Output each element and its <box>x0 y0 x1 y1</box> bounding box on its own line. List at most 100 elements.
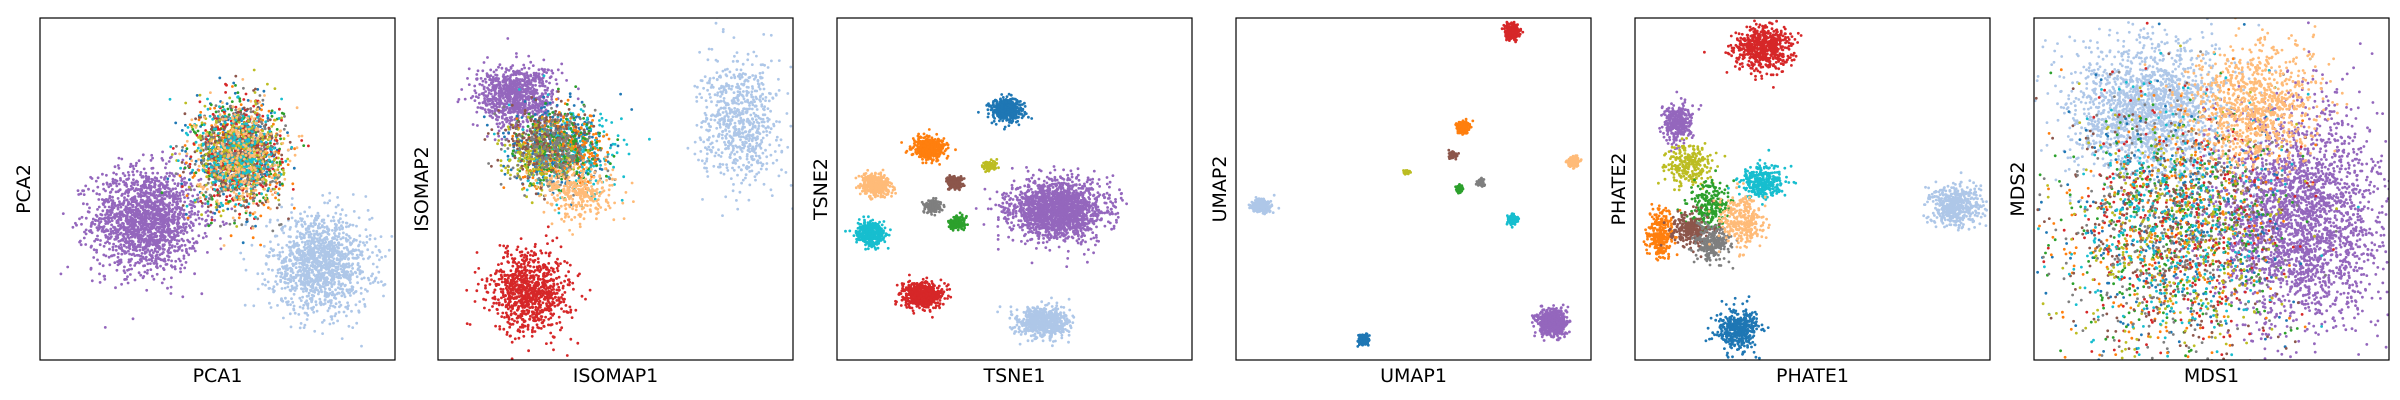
scatter-point <box>204 195 208 199</box>
scatter-point <box>306 280 310 283</box>
scatter-point <box>311 253 315 256</box>
scatter-point <box>278 134 282 138</box>
scatter-point <box>330 254 334 257</box>
scatter-point <box>218 136 222 140</box>
scatter-point <box>94 218 97 222</box>
scatter-point <box>256 115 260 119</box>
scatter-point <box>150 207 154 211</box>
scatter-point <box>104 219 107 223</box>
scatter-point <box>348 288 351 291</box>
scatter-point <box>197 210 200 214</box>
scatter-point <box>302 326 306 329</box>
scatter-point <box>358 234 362 238</box>
scatter-point <box>312 249 316 253</box>
scatter-point <box>259 214 263 218</box>
scatter-point <box>354 303 358 307</box>
scatter-point <box>280 228 284 232</box>
scatter-point <box>159 201 162 205</box>
scatter-point <box>145 186 149 190</box>
scatter-point <box>228 222 232 226</box>
scatter-point <box>350 309 353 313</box>
scatter-point <box>155 272 159 276</box>
scatter-point <box>206 214 210 218</box>
scatter-point <box>139 192 142 196</box>
scatter-point <box>133 248 136 252</box>
scatter-point <box>366 209 370 212</box>
scatter-point <box>133 208 137 212</box>
scatter-point <box>349 294 352 297</box>
scatter-point <box>304 301 307 304</box>
scatter-point <box>219 214 223 218</box>
scatter-point <box>133 214 137 218</box>
scatter-point <box>233 209 237 213</box>
scatter-point <box>171 193 175 197</box>
scatter-point <box>162 277 166 281</box>
scatter-point <box>370 274 373 278</box>
scatter-point <box>152 190 156 194</box>
scatter-point <box>296 256 299 260</box>
scatter-point <box>331 251 334 255</box>
scatter-point <box>221 133 225 137</box>
scatter-point <box>146 228 150 232</box>
scatter-point <box>280 182 284 186</box>
scatter-point <box>310 214 313 218</box>
scatter-point <box>337 310 341 314</box>
scatter-point <box>376 281 380 284</box>
scatter-point <box>150 210 153 214</box>
scatter-point <box>151 217 154 221</box>
scatter-point <box>129 184 133 188</box>
scatter-point <box>355 321 359 325</box>
scatter-point <box>355 275 359 279</box>
scatter-point <box>330 299 333 302</box>
scatter-point <box>144 174 148 178</box>
scatter-point <box>168 201 171 205</box>
scatter-point <box>175 239 179 242</box>
scatter-point <box>144 218 148 221</box>
scatter-point <box>289 274 293 278</box>
scatter-point <box>331 279 334 282</box>
scatter-point <box>146 204 150 208</box>
scatter-point <box>315 230 319 233</box>
scatter-point <box>206 209 210 213</box>
scatter-point <box>268 220 272 224</box>
scatter-point <box>118 211 121 215</box>
scatter-point <box>214 163 218 167</box>
scatter-point <box>169 218 173 222</box>
scatter-point <box>313 244 317 248</box>
scatter-point <box>295 284 299 288</box>
scatter-point <box>111 188 114 191</box>
scatter-point <box>149 235 153 239</box>
scatter-point <box>111 199 115 203</box>
scatter-point <box>160 213 164 217</box>
scatter-point <box>219 237 222 240</box>
scatter-point <box>184 150 188 153</box>
scatter-point <box>184 225 188 229</box>
scatter-point <box>144 191 148 195</box>
scatter-point <box>286 303 290 307</box>
scatter-point <box>265 170 269 174</box>
scatter-point <box>344 252 347 256</box>
scatter-point <box>147 192 151 195</box>
scatter-point <box>349 270 353 273</box>
scatter-point <box>298 232 302 236</box>
scatter-point <box>149 186 153 190</box>
scatter-point <box>253 99 257 103</box>
scatter-point <box>253 91 257 94</box>
scatter-point <box>185 231 189 234</box>
scatter-point <box>283 115 286 118</box>
scatter-point <box>298 296 302 300</box>
scatter-point <box>264 263 268 266</box>
scatter-point <box>93 239 96 243</box>
scatter-point <box>306 304 310 308</box>
scatter-point <box>153 220 157 224</box>
scatter-point <box>102 244 106 248</box>
scatter-point <box>282 231 286 235</box>
scatter-point <box>329 304 332 308</box>
scatter-point <box>113 226 117 229</box>
scatter-point <box>146 269 150 272</box>
scatter-point <box>191 244 195 248</box>
scatter-point <box>230 207 234 211</box>
scatter-point <box>191 194 195 198</box>
scatter-point <box>211 180 215 184</box>
scatter-point <box>303 257 307 261</box>
